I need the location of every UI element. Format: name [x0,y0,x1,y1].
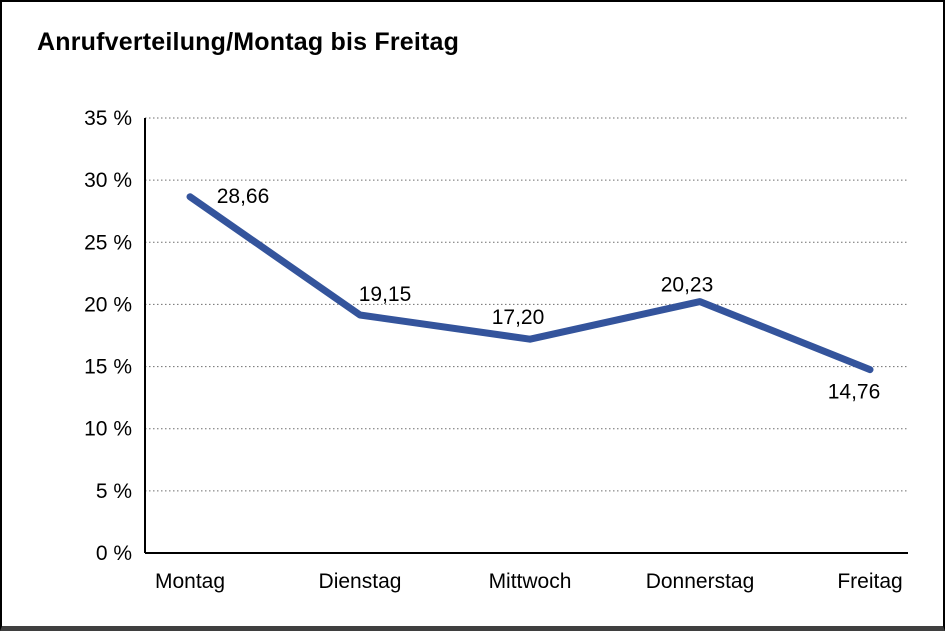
x-axis-category-label: Montag [155,570,225,593]
data-point-label: 17,20 [492,306,545,329]
data-line-series [186,193,874,374]
data-point-label: 20,23 [661,274,714,297]
data-point-label: 14,76 [828,381,881,404]
y-axis-tick-label: 5 % [96,480,132,503]
x-axis-category-label: Freitag [837,570,902,593]
y-axis-tick-label: 10 % [84,418,132,441]
y-axis-tick-label: 30 % [84,169,132,192]
y-axis-tick-label: 15 % [84,356,132,379]
y-axis-tick-label: 0 % [96,542,132,565]
data-point-label: 19,15 [359,283,412,306]
x-axis-category-label: Donnerstag [646,570,755,593]
y-axis-tick-label: 20 % [84,293,132,316]
data-point-label: 28,66 [217,185,270,208]
chart-title: Anrufverteilung/Montag bis Freitag [37,28,460,56]
x-axis-category-label: Dienstag [319,570,402,593]
y-axis-tick-label: 35 % [84,107,132,130]
x-axis-category-label: Mittwoch [489,570,572,593]
y-axis-tick-label: 25 % [84,231,132,254]
